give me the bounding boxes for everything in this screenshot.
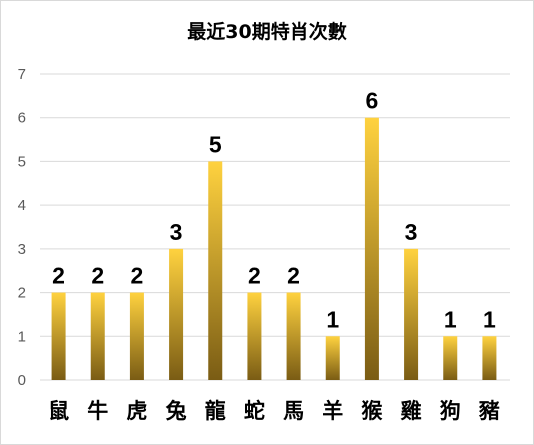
bars bbox=[51, 117, 497, 380]
x-tick-label: 牛 bbox=[87, 399, 108, 423]
x-tick-label: 羊 bbox=[322, 399, 343, 423]
bar bbox=[247, 292, 262, 380]
bar bbox=[325, 336, 340, 380]
gridlines bbox=[40, 73, 510, 381]
y-tick-label: 4 bbox=[18, 197, 26, 214]
x-tick-label: 馬 bbox=[283, 399, 304, 423]
data-label: 1 bbox=[444, 306, 457, 332]
x-tick-label: 虎 bbox=[126, 399, 147, 423]
bar bbox=[404, 248, 419, 380]
y-tick-label: 3 bbox=[18, 241, 26, 258]
bar bbox=[90, 292, 105, 380]
data-label: 2 bbox=[131, 263, 144, 289]
bar bbox=[169, 248, 184, 380]
bar bbox=[51, 292, 66, 380]
data-label: 6 bbox=[366, 88, 379, 114]
y-tick-label: 0 bbox=[18, 372, 26, 389]
x-tick-label: 狗 bbox=[440, 399, 461, 423]
y-axis-ticks: 0 1 2 3 4 5 6 7 bbox=[18, 66, 26, 389]
data-label: 2 bbox=[52, 263, 65, 289]
bar bbox=[482, 336, 497, 380]
x-tick-label: 豬 bbox=[478, 399, 500, 423]
x-tick-label: 龍 bbox=[205, 399, 226, 423]
bar bbox=[129, 292, 144, 380]
y-tick-label: 2 bbox=[18, 285, 26, 302]
bar bbox=[443, 336, 458, 380]
data-label: 2 bbox=[287, 263, 300, 289]
y-tick-label: 5 bbox=[18, 153, 26, 170]
data-label: 3 bbox=[405, 219, 418, 245]
data-label: 1 bbox=[326, 306, 339, 332]
data-label: 2 bbox=[91, 263, 104, 289]
bar bbox=[364, 117, 379, 380]
data-label: 3 bbox=[170, 219, 183, 245]
x-axis-ticks: 鼠牛虎兔龍蛇馬羊猴雞狗豬 bbox=[48, 399, 500, 423]
bar bbox=[286, 292, 301, 380]
x-tick-label: 猴 bbox=[361, 399, 383, 423]
chart-title: 最近30期特肖次數 bbox=[187, 20, 346, 43]
bar bbox=[208, 161, 223, 380]
x-tick-label: 蛇 bbox=[244, 399, 265, 423]
y-tick-label: 6 bbox=[18, 110, 26, 127]
y-tick-label: 7 bbox=[18, 66, 26, 83]
data-label: 5 bbox=[209, 131, 222, 157]
y-tick-label: 1 bbox=[18, 328, 26, 345]
x-tick-label: 兔 bbox=[166, 399, 187, 423]
x-tick-label: 鼠 bbox=[48, 399, 69, 423]
x-tick-label: 雞 bbox=[400, 399, 422, 423]
data-label: 1 bbox=[483, 306, 496, 332]
data-label: 2 bbox=[248, 263, 261, 289]
